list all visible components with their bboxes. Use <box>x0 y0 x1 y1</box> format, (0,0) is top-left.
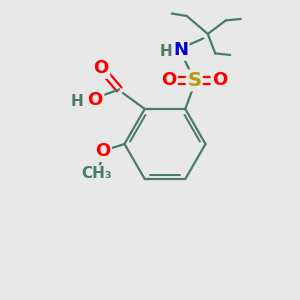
Text: CH₃: CH₃ <box>82 167 112 182</box>
Text: O: O <box>212 71 227 89</box>
Text: O: O <box>94 59 109 77</box>
Text: O: O <box>95 142 110 160</box>
Text: H: H <box>160 44 173 59</box>
Text: O: O <box>161 71 176 89</box>
Text: H: H <box>71 94 84 109</box>
Text: N: N <box>173 41 188 59</box>
Text: S: S <box>187 71 201 90</box>
Text: O: O <box>88 91 103 109</box>
